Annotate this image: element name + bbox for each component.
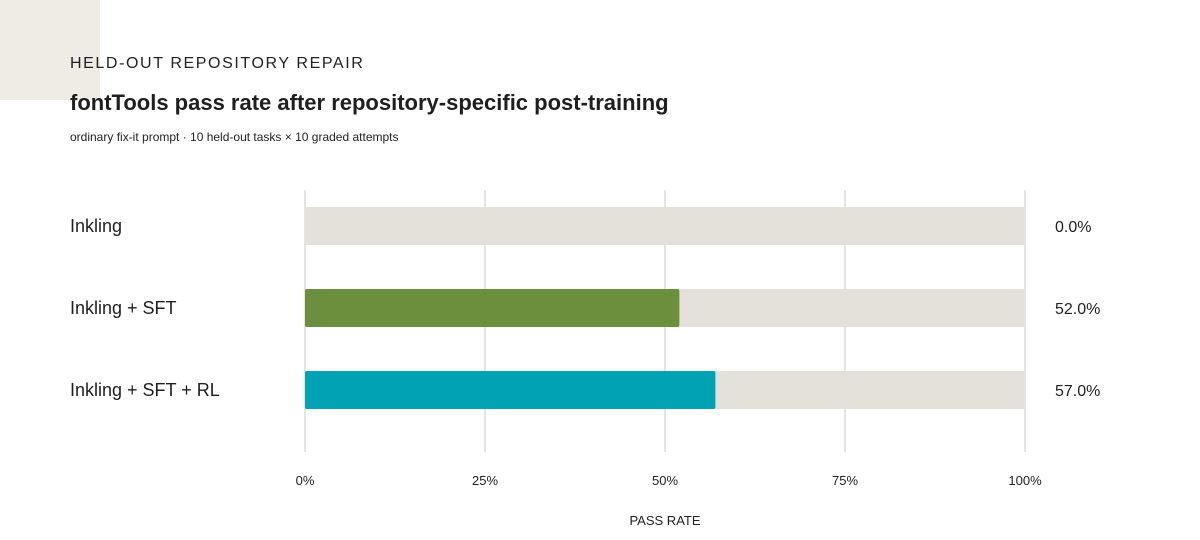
- bar: [305, 371, 716, 409]
- eyebrow-label: HELD-OUT REPOSITORY REPAIR: [70, 55, 365, 72]
- category-label: Inkling: [70, 216, 122, 236]
- x-tick-label: 100%: [1008, 473, 1042, 488]
- chart-title: fontTools pass rate after repository-spe…: [70, 90, 669, 115]
- corner-accent-block: [0, 0, 100, 100]
- value-label: 52.0%: [1055, 301, 1100, 318]
- x-axis-label: PASS RATE: [629, 513, 700, 528]
- bar-track: [305, 207, 1025, 245]
- category-label: Inkling + SFT: [70, 298, 177, 318]
- category-label: Inkling + SFT + RL: [70, 380, 220, 400]
- x-tick-label: 75%: [832, 473, 858, 488]
- x-tick-label: 50%: [652, 473, 678, 488]
- bar: [305, 289, 680, 327]
- x-tick-label: 25%: [472, 473, 498, 488]
- value-label: 57.0%: [1055, 383, 1100, 400]
- x-tick-label: 0%: [296, 473, 315, 488]
- chart-subtitle: ordinary fix-it prompt · 10 held-out tas…: [70, 130, 399, 144]
- value-label: 0.0%: [1055, 219, 1091, 236]
